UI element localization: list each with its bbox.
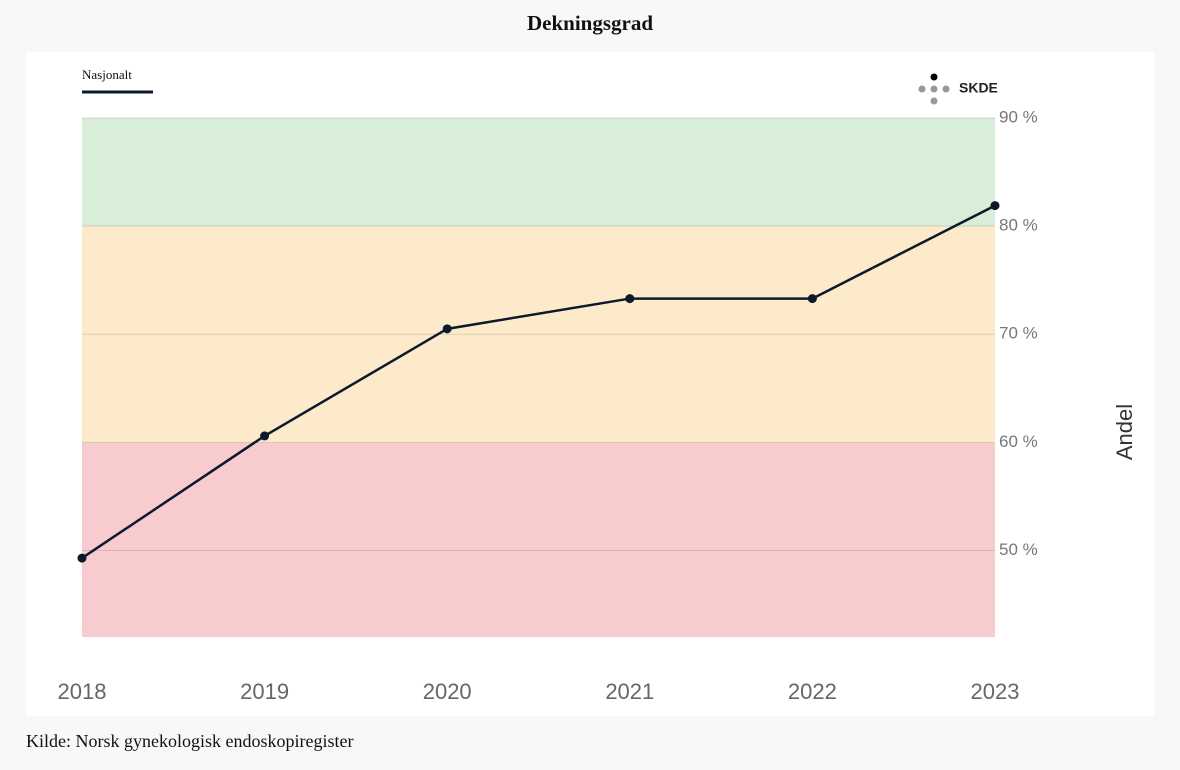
logo-dot (918, 85, 926, 93)
y-axis-label: Andel (1112, 404, 1137, 460)
x-tick-label: 2020 (423, 679, 472, 704)
logo-dot (930, 85, 938, 93)
logo-dot (930, 97, 938, 105)
x-tick-label: 2022 (788, 679, 837, 704)
data-point (260, 431, 270, 441)
logo: SKDE (918, 73, 998, 105)
legend-label[interactable]: Nasjonalt (82, 67, 132, 82)
series-line (81, 204, 996, 560)
chart-title: Dekningsgrad (527, 11, 653, 35)
data-point (807, 294, 817, 304)
x-tick-label: 2019 (240, 679, 289, 704)
x-tick-label: 2018 (58, 679, 107, 704)
y-tick-label: 80 % (999, 216, 1038, 235)
data-point (442, 324, 452, 334)
x-tick-label: 2021 (605, 679, 654, 704)
logo-dot (930, 73, 938, 81)
data-point (625, 294, 635, 304)
y-tick-label: 70 % (999, 324, 1038, 343)
source: Kilde: Norsk gynekologisk endoskopiregis… (26, 731, 353, 751)
logo-dot (942, 85, 950, 93)
background-band (82, 442, 995, 637)
x-tick-label: 2023 (971, 679, 1020, 704)
logo-text: SKDE (959, 80, 998, 96)
background-band (82, 118, 995, 227)
background-band (82, 226, 995, 443)
y-tick-label: 50 % (999, 540, 1038, 559)
data-point (77, 553, 87, 563)
y-tick-label: 60 % (999, 432, 1038, 451)
data-point (990, 201, 1000, 211)
y-tick-label: 90 % (999, 107, 1038, 126)
